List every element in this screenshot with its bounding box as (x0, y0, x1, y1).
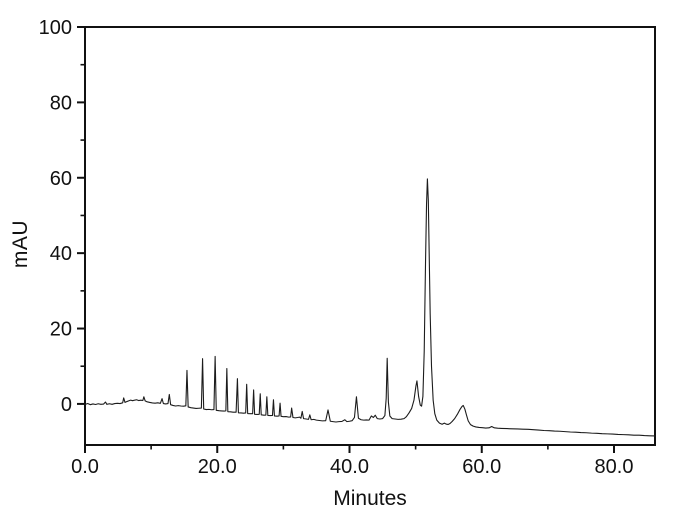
y-tick-label: 0 (61, 394, 72, 416)
x-tick-label: 60.0 (462, 456, 501, 478)
x-axis-title: Minutes (333, 487, 407, 510)
y-tick-label: 40 (50, 243, 72, 265)
y-axis-title: mAU (9, 219, 32, 269)
x-tick-label: 20.0 (198, 456, 237, 478)
x-tick-label: 80.0 (595, 456, 634, 478)
x-tick-label: 0.0 (71, 456, 99, 478)
x-tick-label: 40.0 (330, 456, 369, 478)
axis-frame (84, 26, 656, 446)
y-tick-label: 60 (50, 168, 72, 190)
y-tick-label: 100 (39, 17, 72, 39)
trace-line (84, 178, 656, 437)
y-tick-label: 80 (50, 92, 72, 114)
y-tick-label: 20 (50, 319, 72, 341)
